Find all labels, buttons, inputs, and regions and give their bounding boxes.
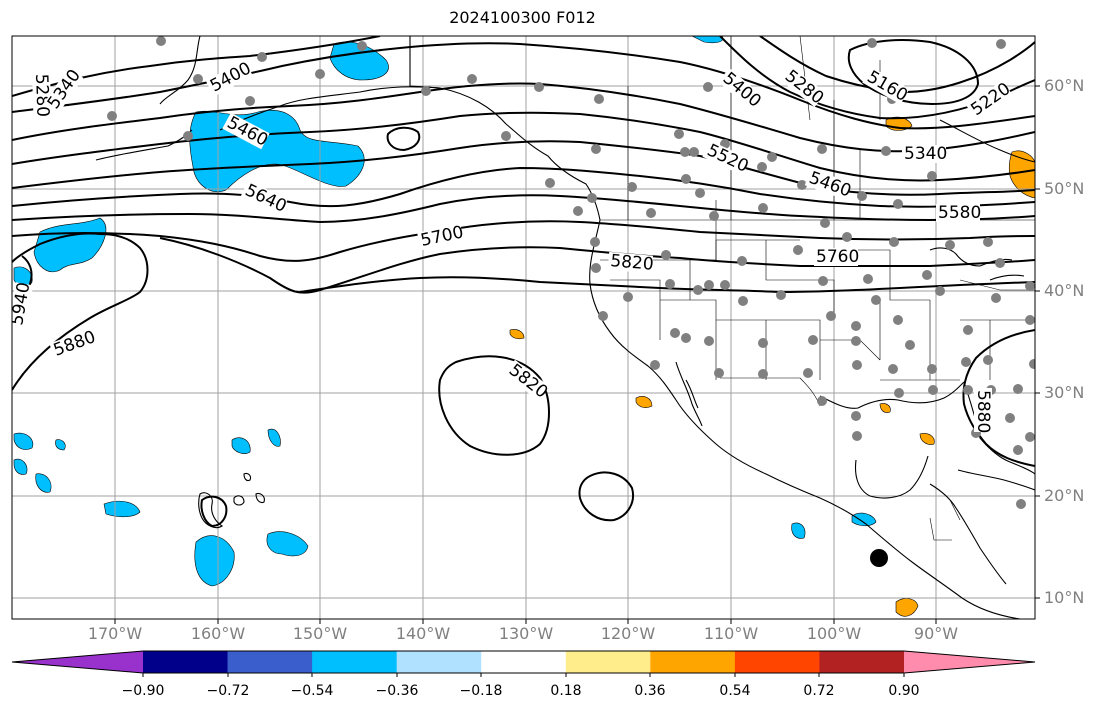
colorbar-segment bbox=[650, 651, 736, 673]
colorbar bbox=[11, 650, 1036, 677]
colorbar-segment bbox=[143, 651, 229, 673]
lon-label: 170°W bbox=[87, 624, 143, 643]
contour-label: 5760 bbox=[816, 247, 859, 267]
lat-label: 40°N bbox=[1044, 281, 1085, 300]
map-background bbox=[12, 36, 1035, 619]
colorbar-tick-label: 0.72 bbox=[803, 683, 835, 699]
colorbar-segment bbox=[481, 651, 567, 673]
lon-ticks bbox=[114, 619, 937, 624]
lon-label: 110°W bbox=[703, 624, 759, 643]
lat-ticks bbox=[1035, 85, 1040, 599]
colorbar-segment bbox=[565, 651, 651, 673]
lat-label: 10°N bbox=[1044, 588, 1085, 607]
colorbar-segment bbox=[227, 651, 313, 673]
lon-label: 120°W bbox=[600, 624, 656, 643]
contour-label: 5820 bbox=[610, 251, 655, 275]
contour-label: 5940 bbox=[7, 281, 34, 327]
lon-label: 140°W bbox=[395, 624, 451, 643]
colorbar-segment bbox=[734, 651, 820, 673]
colorbar-tick-label: 0.90 bbox=[888, 683, 920, 699]
colorbar-segment bbox=[312, 651, 398, 673]
map-title: 2024100300 F012 bbox=[449, 8, 596, 27]
contour-label: 5340 bbox=[904, 144, 947, 164]
station-markers bbox=[107, 36, 1035, 509]
colorbar-tick-label: −0.54 bbox=[290, 683, 334, 699]
colorbar-tick-label: −0.90 bbox=[121, 683, 165, 699]
colorbar-tick-label: 0.36 bbox=[634, 683, 666, 699]
colorbar-tick-label: −0.18 bbox=[459, 683, 503, 699]
colorbar-tick-label: −0.36 bbox=[375, 683, 419, 699]
coastlines bbox=[95, 36, 1035, 619]
lat-label: 50°N bbox=[1044, 179, 1085, 198]
contour-label: 5280 bbox=[31, 73, 52, 117]
colorbar-tick-label: 0.18 bbox=[550, 683, 582, 699]
colorbar-tick-label: −0.72 bbox=[206, 683, 250, 699]
colorbar-extend-max bbox=[904, 651, 1035, 673]
lat-label: 20°N bbox=[1044, 486, 1085, 505]
lon-label: 90°W bbox=[913, 624, 959, 643]
storm-center-marker bbox=[870, 549, 888, 567]
lon-label: 130°W bbox=[498, 624, 554, 643]
map-frame bbox=[11, 35, 1036, 620]
lon-label: 150°W bbox=[292, 624, 348, 643]
lon-label: 100°W bbox=[806, 624, 862, 643]
positive-anomaly-areas bbox=[509, 116, 1035, 617]
colorbar-extend-min bbox=[12, 651, 143, 673]
colorbar-tick-label: 0.54 bbox=[719, 683, 751, 699]
contour-label: 5880 bbox=[973, 390, 993, 433]
lon-label: 160°W bbox=[190, 624, 246, 643]
graticule bbox=[12, 36, 1035, 619]
colorbar-segment bbox=[819, 651, 905, 673]
lat-label: 30°N bbox=[1044, 383, 1085, 402]
lat-label: 60°N bbox=[1044, 76, 1085, 95]
colorbar-segment bbox=[396, 651, 482, 673]
contour-label: 5580 bbox=[938, 203, 981, 223]
